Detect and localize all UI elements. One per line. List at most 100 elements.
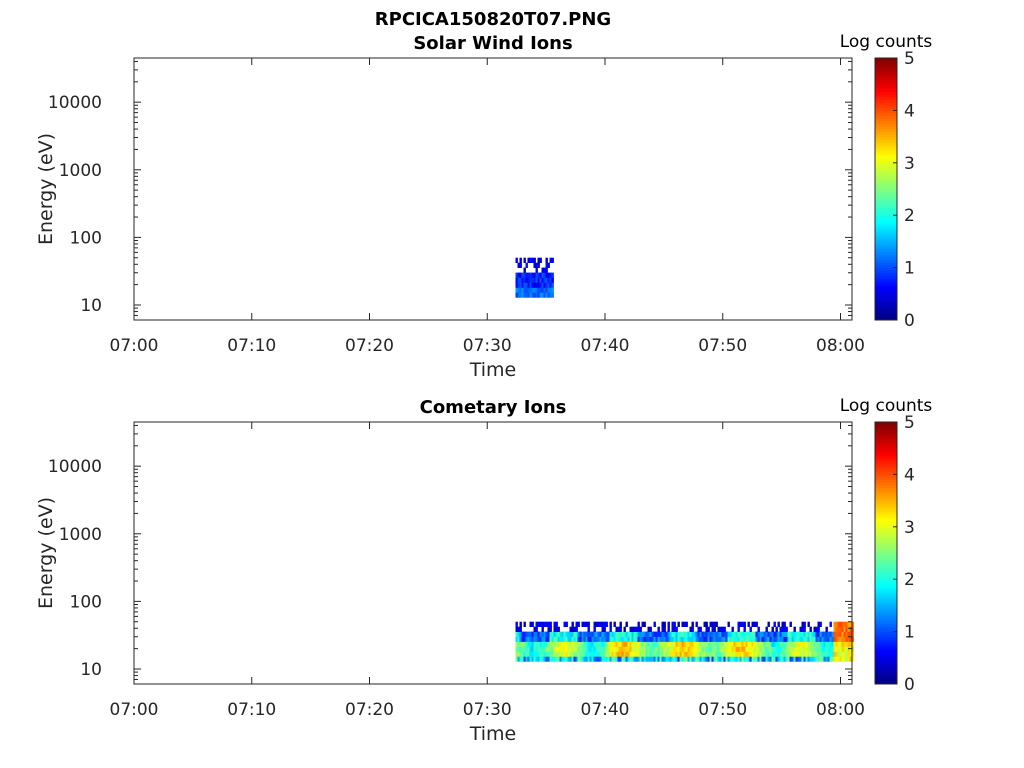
spectrogram-cell: [677, 641, 680, 647]
spectrogram-cell: [573, 651, 576, 657]
spectrogram-cell: [849, 621, 852, 627]
spectrogram-cell: [731, 656, 734, 662]
spectrogram-cell: [731, 651, 734, 657]
spectrogram-cell: [775, 641, 778, 647]
spectrogram-cell: [745, 646, 748, 652]
spectrogram-cell: [537, 287, 540, 293]
spectrogram-cell: [645, 651, 648, 657]
spectrogram-cell: [775, 626, 778, 632]
spectrogram-cell: [835, 621, 838, 627]
spectrogram-cell: [731, 636, 734, 642]
spectrogram-cell: [781, 636, 784, 642]
spectrogram-cell: [545, 262, 548, 268]
spectrogram-cell: [541, 277, 544, 283]
spectrogram-cell: [551, 646, 554, 652]
spectrogram-cell: [849, 626, 852, 632]
spectrogram-cell: [531, 651, 534, 657]
colorbar-segment: [875, 115, 897, 119]
spectrogram-cell: [841, 621, 844, 627]
spectrogram-cell: [609, 656, 612, 662]
spectrogram-cell: [611, 641, 614, 647]
spectrogram-cell: [539, 257, 542, 263]
spectrogram-cell: [799, 626, 802, 632]
spectrogram-cell: [833, 636, 836, 642]
spectrogram-cell: [763, 636, 766, 642]
spectrogram-cell: [693, 656, 696, 662]
spectrogram-cell: [737, 621, 740, 627]
spectrogram-cell: [763, 651, 766, 657]
colorbar-segment: [875, 435, 897, 439]
colorbar-segment: [875, 189, 897, 193]
spectrogram-cell: [793, 646, 796, 652]
spectrogram-cell: [549, 621, 552, 627]
spectrogram-cell: [755, 646, 758, 652]
spectrogram-cell: [767, 656, 770, 662]
spectrogram-cell: [827, 656, 830, 662]
spectrogram-cell: [697, 656, 700, 662]
spectrogram-cell: [681, 621, 684, 627]
spectrogram-cell: [791, 636, 794, 642]
x-axis-label: Time: [469, 359, 517, 381]
y-tick-label: 10: [80, 660, 102, 680]
spectrogram-cell: [573, 631, 576, 637]
spectrogram-cell: [751, 646, 754, 652]
colorbar-segment: [875, 663, 897, 667]
spectrogram-cell: [801, 636, 804, 642]
spectrogram-cell: [741, 636, 744, 642]
spectrogram-cell: [609, 631, 612, 637]
spectrogram-cell: [775, 656, 778, 662]
spectrogram-cell: [595, 641, 598, 647]
spectrogram-cell: [565, 641, 568, 647]
spectrogram-cell: [711, 641, 714, 647]
y-tick-label: 1000: [59, 525, 102, 545]
spectrogram-cell: [823, 631, 826, 637]
spectrogram-cell: [555, 646, 558, 652]
spectrogram-cell: [559, 646, 562, 652]
spectrogram-cell: [569, 656, 572, 662]
spectrogram-cell: [829, 656, 832, 662]
spectrogram-cell: [653, 656, 656, 662]
spectrogram-cell: [733, 656, 736, 662]
spectrogram-cell: [547, 651, 550, 657]
colorbar-segment: [875, 492, 897, 496]
colorbar-segment: [875, 147, 897, 151]
spectrogram-cell: [545, 631, 548, 637]
spectrogram-cell: [545, 641, 548, 647]
spectrogram-cell: [633, 636, 636, 642]
spectrogram-cell: [777, 656, 780, 662]
spectrogram-cell: [757, 636, 760, 642]
spectrogram-cell: [589, 651, 592, 657]
spectrogram-cell: [693, 641, 696, 647]
spectrogram-cell: [539, 292, 542, 298]
spectrogram-cell: [845, 631, 848, 637]
spectrogram-cell: [683, 651, 686, 657]
spectrogram-cell: [629, 641, 632, 647]
spectrogram-cell: [579, 641, 582, 647]
spectrogram-cell: [819, 651, 822, 657]
spectrogram-cell: [571, 626, 574, 632]
spectrogram-cell: [621, 631, 624, 637]
spectrogram-cell: [765, 656, 768, 662]
spectrogram-cell: [557, 631, 560, 637]
spectrogram-cell: [753, 641, 756, 647]
spectrogram-cell: [719, 631, 722, 637]
spectrogram-cell: [587, 651, 590, 657]
spectrogram-cell: [669, 641, 672, 647]
colorbar-segment: [875, 105, 897, 109]
spectrogram-cell: [669, 656, 672, 662]
spectrogram-cell: [645, 631, 648, 637]
spectrogram-cell: [727, 636, 730, 642]
spectrogram-cell: [679, 631, 682, 637]
spectrogram-cell: [851, 621, 854, 627]
spectrogram-cell: [803, 651, 806, 657]
spectrogram-cell: [543, 641, 546, 647]
colorbar-segment: [875, 223, 897, 227]
spectrogram-cell: [537, 636, 540, 642]
spectrogram-cell: [823, 636, 826, 642]
spectrogram-cell: [703, 621, 706, 627]
spectrogram-cell: [715, 651, 718, 657]
spectrogram-cell: [625, 656, 628, 662]
colorbar-frame: [874, 421, 898, 685]
colorbar-segment: [875, 621, 897, 625]
spectrogram-cell: [677, 636, 680, 642]
